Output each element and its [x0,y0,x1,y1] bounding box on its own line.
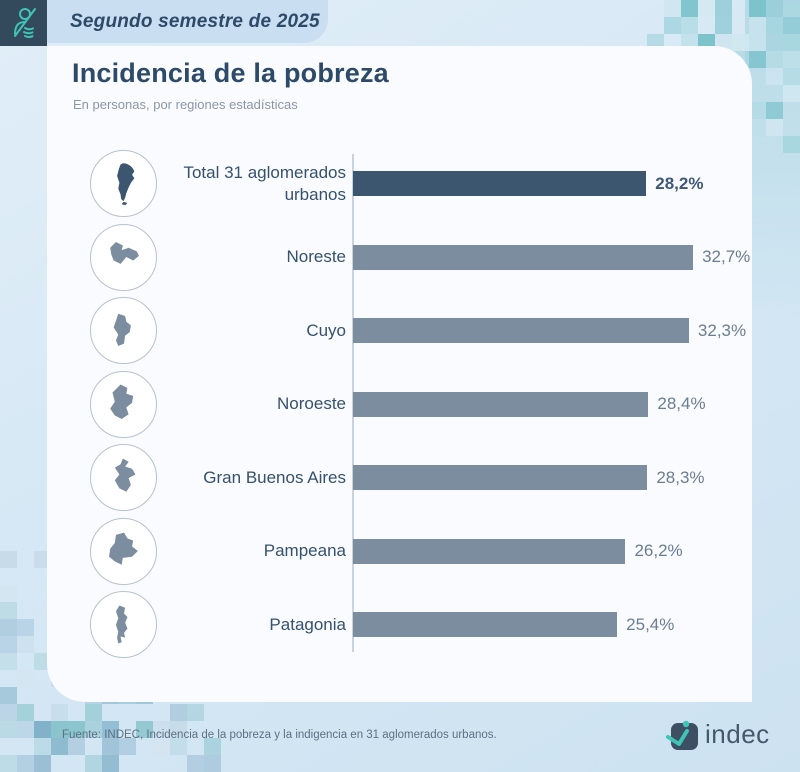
region-map-circle [90,444,157,512]
bar [353,244,694,270]
chart-row: Noreste 32,7% [47,221,752,295]
map-region-pampeana-icon [108,532,138,566]
period-label: Segundo semestre de 2025 [70,10,320,32]
region-map-circle [90,297,157,365]
bar-value-label: 28,2% [655,173,704,193]
map-region-noroeste-icon [109,384,133,420]
period-pill: Segundo semestre de 2025 [47,0,328,43]
bar [353,465,648,491]
bar [353,612,618,638]
region-label: Noreste [286,247,346,267]
region-label: Patagonia [269,614,346,634]
region-label: Pampeana [263,541,346,561]
chart-card: Incidencia de la pobreza En personas, po… [47,46,752,702]
chart-row: Cuyo 32,3% [47,294,752,368]
map-argentina-total-icon [116,163,134,206]
region-label: Noroeste [277,394,346,414]
bar-zone: 32,7% [353,244,752,270]
bar [353,538,626,564]
bar-zone: 25,4% [353,612,752,638]
bar-value-label: 32,7% [702,247,751,267]
region-label: Total 31 aglomerados urbanos [183,163,346,204]
region-map-circle [90,223,157,291]
page-title: Incidencia de la pobreza [72,58,389,88]
bar [353,391,649,417]
region-map-circle [90,517,157,585]
page-subtitle: En personas, por regiones estadísticas [73,97,298,112]
region-map-circle [90,150,157,218]
chart-row: Gran Buenos Aires 28,3% [47,441,752,515]
region-map-circle [90,370,157,438]
indec-logo-text: indec [705,718,770,749]
bar-chart: Total 31 aglomerados urbanos 28,2% Nores… [47,147,752,662]
chart-row: Pampeana 26,2% [47,515,752,589]
indec-person-pictogram-icon [13,8,36,39]
region-label: Gran Buenos Aires [203,467,346,487]
bar-zone: 28,4% [353,391,752,417]
chart-row: Total 31 aglomerados urbanos 28,2% [47,147,752,221]
map-region-cuyo-icon [113,313,131,346]
bar-zone: 28,3% [353,465,752,491]
indec-logo-icon [666,720,698,750]
bar-value-label: 28,4% [657,394,706,414]
bar-value-label: 25,4% [626,614,675,634]
region-map-circle [90,591,157,659]
map-region-noreste-icon [109,242,139,265]
brand-square [0,0,47,46]
bar-zone: 26,2% [353,538,752,564]
chart-row: Patagonia 25,4% [47,588,752,662]
bar-zone: 28,2% [353,171,752,197]
map-region-patagonia-icon [115,605,127,644]
bar-value-label: 32,3% [697,320,747,340]
bar-value-label: 26,2% [634,541,683,561]
chart-row: Noroeste 28,4% [47,368,752,442]
indec-logo: indec [666,717,770,751]
source-note: Fuente: INDEC, Incidencia de la pobreza … [62,729,497,741]
bar [353,318,689,344]
map-region-gran-buenos-aires-icon [114,458,135,492]
bar-value-label: 28,3% [656,467,705,487]
bar [353,171,647,197]
bar-zone: 32,3% [353,318,752,344]
region-label: Cuyo [306,320,346,340]
